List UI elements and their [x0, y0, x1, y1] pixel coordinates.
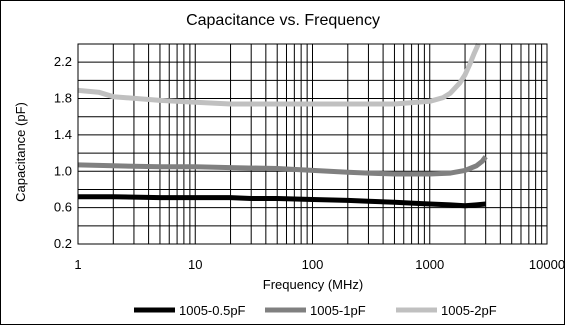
- y-tick-label: 0.2: [54, 236, 72, 251]
- x-tick-label: 1000: [415, 257, 444, 272]
- x-axis-label: Frequency (MHz): [263, 277, 363, 292]
- y-tick-label: 2.2: [54, 54, 72, 69]
- y-axis-label: Capacitance (pF): [13, 102, 28, 202]
- grid-layer: [77, 43, 547, 245]
- series-line-3: [77, 42, 481, 107]
- legend-label-1: 1005-0.5pF: [179, 303, 246, 318]
- legend-label-2: 1005-1pF: [310, 303, 366, 318]
- legend: 1005-0.5pF 1005-1pF 1005-2pF: [134, 303, 497, 318]
- x-tick-label: 1: [74, 257, 81, 272]
- y-tick-label: 1.8: [54, 91, 72, 106]
- y-tick-label: 1.0: [54, 163, 72, 178]
- x-tick-label: 10000: [529, 257, 564, 272]
- x-tick-label: 10: [188, 257, 202, 272]
- series-line-2: [77, 155, 488, 177]
- x-tick-label: 100: [302, 257, 324, 272]
- chart-title: Capacitance vs. Frequency: [186, 12, 380, 29]
- y-tick-label: 0.6: [54, 200, 72, 215]
- y-tick-labels: 0.2 0.6 1.0 1.4 1.8 2.2: [54, 54, 72, 251]
- plot-border: [77, 43, 548, 245]
- x-tick-labels: 1 10 100 1000 10000: [74, 257, 564, 272]
- series-layer: [77, 42, 488, 209]
- legend-label-3: 1005-2pF: [441, 303, 497, 318]
- y-tick-label: 1.4: [54, 127, 72, 142]
- series-line-1: [78, 194, 486, 209]
